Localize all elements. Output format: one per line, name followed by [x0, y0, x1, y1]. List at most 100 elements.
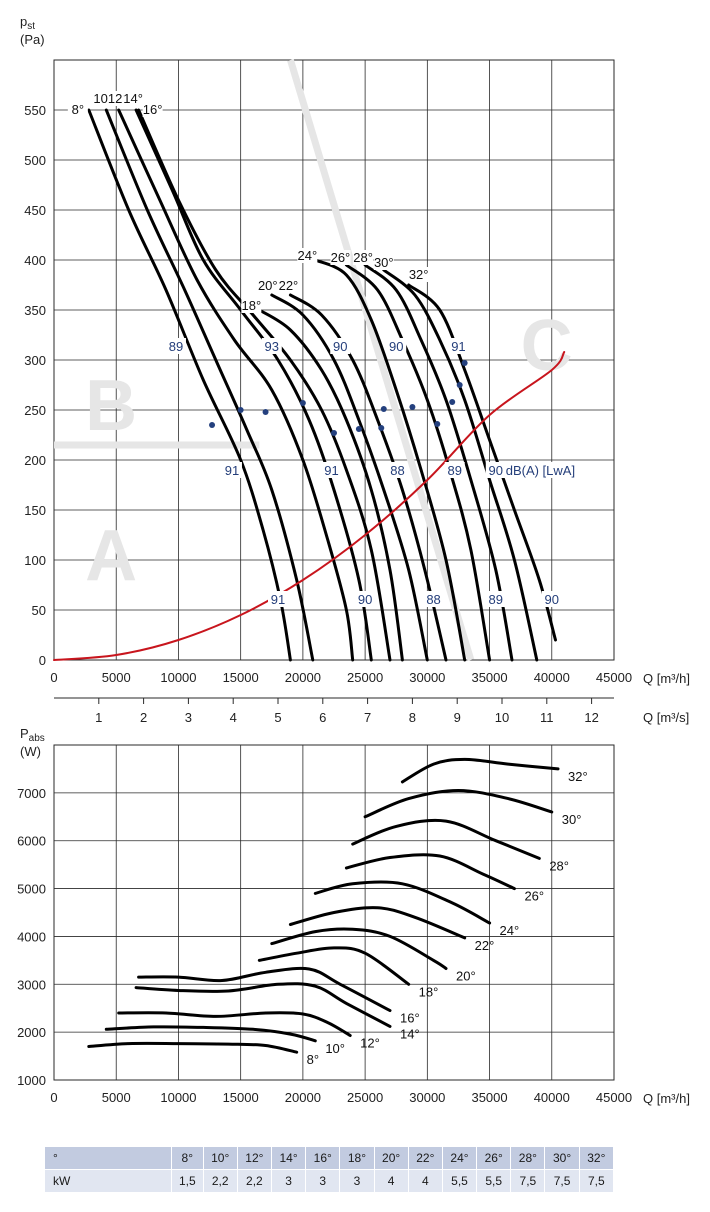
table-angle-cell: 32° [578, 1146, 615, 1170]
marker-point [209, 422, 216, 428]
curve-14deg [134, 982, 392, 1028]
curve-30deg [382, 268, 539, 662]
sound-label-bg [444, 462, 465, 478]
y-tick-label: 6000 [17, 834, 46, 849]
table-angle-cell: 28° [510, 1146, 546, 1170]
table-kw-cell: 5,5 [441, 1169, 478, 1193]
flow-m3s-axis-label: Q [m³/s] [643, 710, 689, 725]
sound-label-bg [448, 338, 469, 354]
marker-point [461, 360, 468, 366]
series-label-28deg: 28° [353, 250, 373, 265]
y-tick-label: 0 [39, 653, 46, 668]
sound-label-bg [330, 338, 351, 354]
marker-point [409, 404, 416, 410]
sound-label-bg [261, 338, 282, 354]
curve-18deg [257, 946, 411, 986]
table-angle-label: ° [44, 1146, 172, 1170]
series-label-16deg: 16° [400, 1011, 420, 1026]
x-tick-labels: 0 5000 10000 15000 20000 25000 30000 35000 40000… [50, 670, 632, 685]
sound-level-label: 88 [426, 592, 440, 607]
y-tick-label: 200 [24, 453, 46, 468]
y-tick-label: 550 [24, 103, 46, 118]
curve-28deg [363, 263, 514, 662]
series-label-bg [107, 91, 128, 106]
curve-24deg [313, 880, 492, 925]
table-kw-cell: 3 [305, 1169, 341, 1193]
y-tick-labels: 0 50 100 150 200 250 300 350 400 450 500 550 [24, 103, 46, 668]
series-label-12deg: 12° [108, 91, 128, 106]
x-tick-label: 20000 [285, 1090, 321, 1105]
curve-24deg [313, 258, 467, 662]
flow-m3s-tick-label: 8 [409, 710, 416, 725]
flow-m3s-tick-label: 7 [364, 710, 371, 725]
y-tick-label: 50 [32, 603, 46, 618]
flow-m3s-tick-label: 11 [540, 710, 554, 725]
table-angle-cell: 12° [236, 1146, 272, 1170]
series-label-32deg: 32° [409, 267, 429, 282]
curve-12deg [117, 108, 355, 662]
table-kw-label: kW [44, 1169, 172, 1193]
zone-label-c: C [521, 306, 573, 386]
table-kw-cell: 1,5 [171, 1169, 204, 1193]
y-tick-label: 7000 [17, 786, 46, 801]
y-axis-label-sub: abs [29, 733, 45, 744]
table-kw-cell: 7,5 [578, 1169, 615, 1193]
sound-level-label: 89 [489, 592, 503, 607]
sound-unit-label: dB(A) [LwA] [506, 463, 575, 478]
marker-point [456, 382, 463, 388]
curve-10deg [104, 1025, 317, 1043]
x-tick-label: 35000 [471, 1090, 507, 1105]
y-tick-label: 250 [24, 403, 46, 418]
efficiency-markers [209, 360, 468, 436]
series-label-bg [373, 255, 394, 270]
x-tick-label: 5000 [102, 1090, 131, 1105]
curve-26deg [344, 853, 516, 891]
flow-m3s-tick-label: 4 [230, 710, 237, 725]
y-tick-label: 4000 [17, 929, 46, 944]
plot-frame [53, 744, 615, 1081]
series-label-bg [353, 250, 374, 265]
x-tick-label: 40000 [534, 670, 570, 685]
table-angle-cell: 16° [305, 1146, 341, 1170]
series-label-18deg: 18° [241, 298, 261, 313]
marker-point [299, 400, 306, 406]
power-chart: 0 5000 10000 15000 20000 25000 30000 35000 40000… [17, 726, 690, 1106]
y-tick-label: 350 [24, 303, 46, 318]
curve-16deg [137, 108, 392, 662]
table-kw-cell: 5,5 [476, 1169, 512, 1193]
curve-20deg [270, 293, 429, 662]
x-tick-label: 45000 [596, 670, 632, 685]
series-label-bg [123, 91, 144, 106]
plot-frame [53, 59, 615, 661]
y-axis-label-sub: st [27, 21, 35, 32]
series-label-bg [142, 102, 163, 117]
sound-label-bg [503, 462, 584, 478]
sound-level-label: 89 [447, 463, 461, 478]
curve-16deg [137, 966, 392, 1013]
table-angle-cell: 14° [270, 1146, 307, 1170]
flow-m3s-axis: 1 2 3 4 5 6 7 8 9 10 11 12 Q [m³/s] [54, 697, 689, 725]
marker-point [449, 399, 456, 405]
table-angle-cell: 20° [373, 1146, 409, 1170]
table-angle-cell: 18° [339, 1146, 375, 1170]
y-tick-label: 400 [24, 253, 46, 268]
table-angle-cell: 8° [171, 1146, 204, 1170]
series-label-22deg: 22° [279, 278, 299, 293]
curve-28deg [351, 818, 541, 860]
sound-level-label: 90 [358, 592, 372, 607]
y-axis-label: Pabs [20, 726, 45, 744]
series-label-bg [330, 250, 351, 265]
curve-32deg [407, 283, 557, 642]
x-axis-label: Q [m³/h] [643, 671, 690, 686]
system-curve [53, 351, 566, 661]
sound-label-bg [485, 462, 506, 478]
sound-label-bg [541, 591, 562, 607]
sound-label-bg [268, 591, 288, 607]
curve-32deg [400, 757, 560, 784]
curves [87, 757, 560, 1054]
y-tick-label: 1000 [17, 1073, 46, 1088]
series-label-bg [278, 278, 299, 293]
curve-18deg [257, 308, 404, 662]
sound-level-label: 91 [225, 463, 239, 478]
